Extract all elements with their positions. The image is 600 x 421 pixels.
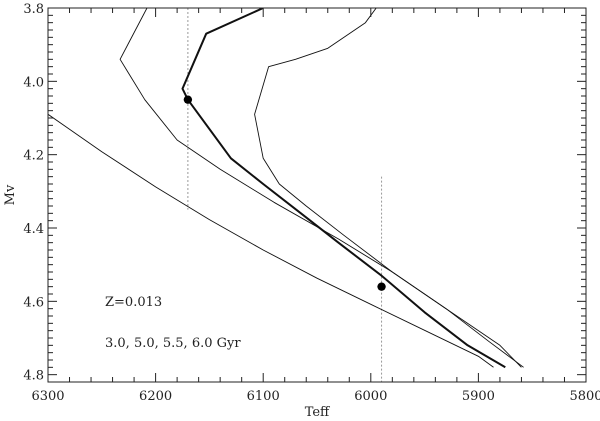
isochrone-line-3 bbox=[181, 8, 506, 369]
marker-layer bbox=[183, 95, 386, 291]
star-marker-1 bbox=[183, 95, 193, 104]
y-tick-label: 4.8 bbox=[23, 369, 44, 384]
tick-label-layer: 6300 6200 6100 6000 5900 5800 3.8 4.0 4.2 4.4 4.6 4… bbox=[23, 2, 600, 404]
y-tick-label: 4.4 bbox=[23, 222, 44, 237]
ages-annotation: 3.0, 5.0, 5.5, 6.0 Gyr bbox=[105, 336, 241, 351]
x-tick-label: 6300 bbox=[31, 389, 64, 404]
x-tick-label: 6100 bbox=[247, 389, 280, 404]
y-tick-label: 4.2 bbox=[23, 149, 44, 164]
x-tick-label: 6000 bbox=[354, 389, 387, 404]
y-axis-label: Mv bbox=[3, 184, 18, 205]
y-tick-label: 4.6 bbox=[23, 295, 44, 310]
plot-frame bbox=[47, 7, 587, 383]
tick-layer bbox=[47, 7, 587, 383]
x-tick-label: 5900 bbox=[462, 389, 495, 404]
isochrone-layer bbox=[48, 8, 524, 369]
y-tick-label: 3.8 bbox=[23, 2, 44, 17]
isochrone-line-4 bbox=[254, 8, 524, 368]
x-axis-label: Teff bbox=[305, 405, 331, 420]
metallicity-annotation: Z=0.013 bbox=[105, 295, 162, 310]
star-marker-2 bbox=[377, 282, 386, 291]
errorbar-layer bbox=[187, 8, 383, 382]
isochrone-line-2 bbox=[119, 8, 522, 368]
x-tick-label: 6200 bbox=[139, 389, 172, 404]
y-tick-label: 4.0 bbox=[23, 75, 44, 90]
isochrone-line-1 bbox=[48, 113, 494, 368]
x-tick-label: 5800 bbox=[569, 389, 600, 404]
